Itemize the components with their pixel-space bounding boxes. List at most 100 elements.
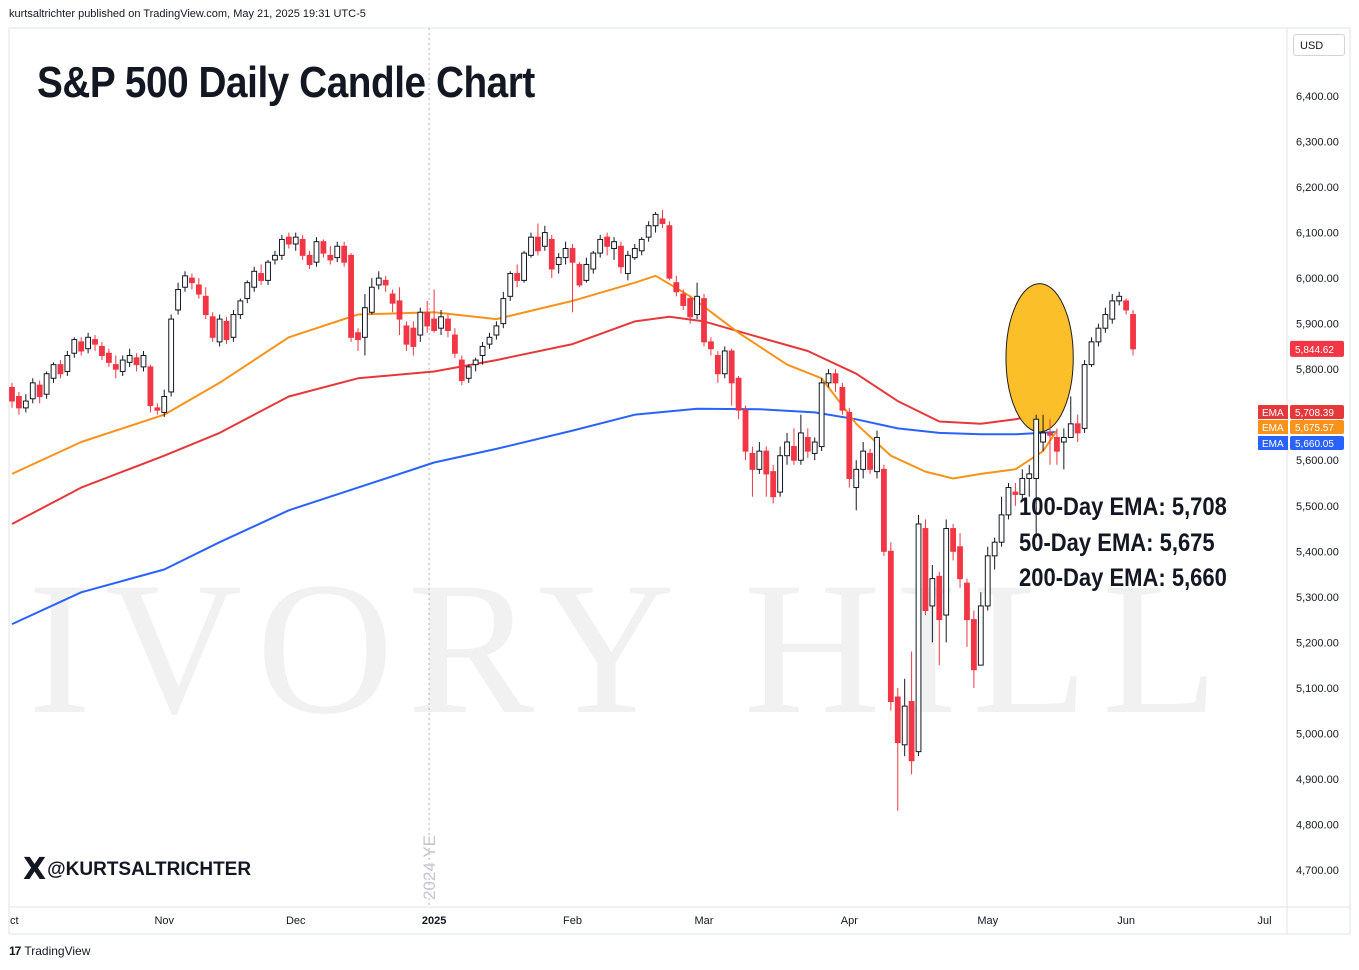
candle-body [894,696,901,744]
candle-body [784,441,790,457]
candle [825,369,832,388]
candle-body [611,241,617,250]
candle [161,389,168,417]
candle-body [112,364,119,370]
ema-tag-label-box [1258,420,1288,434]
candle [1102,307,1109,333]
candle [50,362,57,383]
highlight-ellipse-shape [1005,283,1074,433]
candle-body [299,238,306,256]
candle-body [555,257,562,265]
candle-body [562,248,569,259]
candle [535,223,541,256]
candle-body [216,318,223,343]
candle-body [950,528,957,552]
candle [998,496,1005,547]
candle-body [105,352,112,363]
candle-body [1067,423,1074,438]
candle-body [957,546,963,580]
price-tick-label: 5,900.00 [1296,319,1339,331]
candle [597,234,604,258]
candle [313,237,320,267]
candle [943,519,950,643]
candle-body [728,350,735,384]
candle-body [472,359,479,366]
price-tick-label: 5,400.00 [1296,546,1339,558]
year-end-marker: 2024 YE [420,28,439,907]
candle [389,289,396,313]
candle-body [1054,436,1060,452]
candle-body [202,295,209,316]
candle-body [922,528,929,611]
price-tick-label: 5,500.00 [1296,501,1339,513]
candle-body [1123,300,1130,311]
candle [251,266,258,292]
year-end-label: 2024 YE [420,835,439,900]
candles[interactable] [9,209,1136,811]
price-tags: 5,844.62 EMA 5,708.39 EMA 5,675.57 EMA 5,660.0… [1258,340,1344,450]
candle [1060,428,1067,470]
candle [237,298,244,320]
candle [777,446,784,497]
candle-body [368,286,375,313]
candle [901,678,908,757]
candle [500,291,507,329]
candle-body [29,382,36,400]
candle-body [881,468,887,552]
candle [832,369,839,392]
candle [29,378,36,404]
price-tick-label: 5,000.00 [1296,728,1339,740]
price-tick-label: 6,400.00 [1296,91,1339,103]
price-tick-label: 6,300.00 [1296,137,1339,149]
candle [417,307,424,342]
currency-selector[interactable]: USD [1293,34,1345,56]
candle [119,355,126,377]
candle-body [479,345,486,357]
candle-body [548,238,555,270]
candle [645,221,652,242]
candle-body [465,366,472,379]
candle [728,348,735,406]
candle [175,282,181,315]
candle [451,328,458,358]
ema-lines [11,274,1058,626]
candle-body [590,252,597,270]
candle-body [708,341,714,350]
candle-body [804,436,811,452]
candle-body [1095,327,1102,343]
price-tick-label: 4,700.00 [1296,865,1339,877]
ema-tag-value-box [1290,405,1344,419]
chart-title: S&P 500 Daily Candle Chart [37,58,535,107]
candle-body [749,452,756,470]
candle-body [984,555,991,607]
price-axis: 6,400.00 6,300.00 6,200.00 6,100.00 6,000.00… [1296,91,1339,877]
candle [1109,294,1116,324]
candle [126,348,133,367]
candle [555,253,562,274]
time-tick-label: Dec [286,915,306,927]
candle [590,250,597,274]
tradingview-logo-icon: 17 [9,944,21,958]
time-tick-label: Jul [1257,915,1271,927]
candle [36,380,43,404]
candle [846,407,853,488]
price-tick-label: 6,200.00 [1296,182,1339,194]
candle-body [161,395,168,413]
candle-body [78,341,85,352]
candle [507,271,514,301]
candle-body [424,311,431,327]
candle [9,382,15,408]
candle [721,346,728,379]
time-axis: ct Nov Dec 2025 Feb Mar Apr May Jun Jul [10,915,1272,927]
candle-body [645,225,652,238]
candle-body [223,320,230,341]
candle-body [195,284,202,295]
candle [618,241,624,274]
candle-body [777,455,784,493]
candle [652,212,659,233]
candle [528,232,534,258]
candle [438,309,444,336]
candle-body [791,446,797,461]
candle [936,571,943,666]
